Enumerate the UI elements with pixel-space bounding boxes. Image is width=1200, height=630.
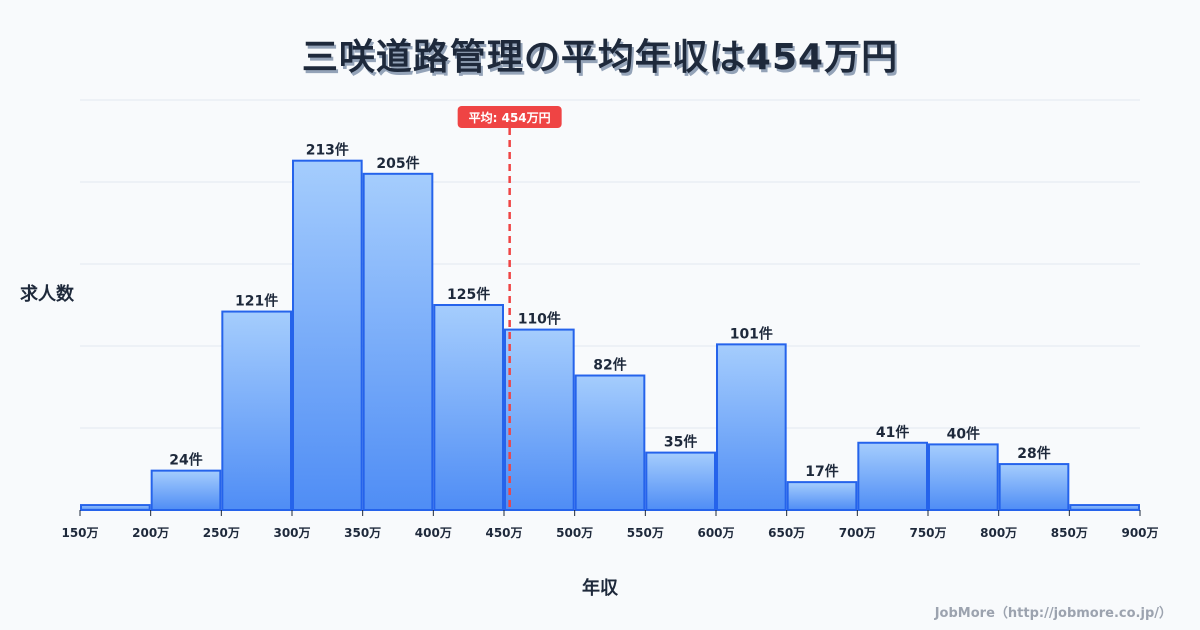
bar-value-label: 28件 (1017, 445, 1050, 462)
x-tick-label: 450万 (485, 526, 522, 540)
histogram-bar (716, 343, 787, 511)
x-tick-label: 750万 (909, 526, 946, 540)
y-axis-label: 求人数 (20, 284, 74, 305)
x-tick-label: 700万 (839, 526, 876, 540)
bar-value-label: 35件 (664, 434, 697, 451)
bar-value-label: 125件 (447, 286, 490, 303)
x-tick-label: 550万 (627, 526, 664, 540)
mean-badge-label: 平均: 454万円 (469, 110, 551, 125)
histogram-bar (504, 328, 575, 511)
histogram-bar (786, 481, 858, 511)
x-tick-label: 500万 (556, 526, 593, 540)
x-axis-label: 年収 (582, 578, 618, 599)
histogram-bar (221, 310, 292, 511)
histogram-bar (857, 441, 928, 512)
histogram-bar (928, 443, 999, 511)
x-tick-label: 250万 (203, 526, 240, 540)
x-tick-label: 800万 (980, 526, 1017, 540)
mean-marker: 平均: 454万円 (457, 106, 562, 510)
x-tick-label: 300万 (273, 526, 310, 540)
histogram-bar (80, 504, 151, 511)
x-tick-label: 150万 (61, 526, 98, 540)
bar-value-label: 205件 (376, 155, 419, 172)
bar-value-label: 82件 (593, 357, 626, 374)
x-tick-label: 650万 (768, 526, 805, 540)
bar-value-label: 40件 (947, 425, 980, 442)
x-axis-ticks: 150万 200万 250万 300万 350万 400万 450万 500万 550万 600万… (61, 510, 1159, 540)
histogram-bar (150, 469, 222, 512)
histogram-bar (433, 304, 505, 511)
histogram-bar (645, 451, 716, 512)
histogram-bar (998, 463, 1070, 511)
x-tick-label: 350万 (344, 526, 381, 540)
bar-value-label: 110件 (518, 311, 561, 328)
histogram-bar (574, 374, 646, 511)
bar-value-label: 121件 (235, 293, 278, 310)
x-tick-label: 200万 (132, 526, 169, 540)
mean-badge (457, 106, 562, 128)
histogram-bar (362, 172, 434, 512)
source-credit: JobMore（http://jobmore.co.jp/） (934, 606, 1172, 621)
bar-value-label: 213件 (306, 142, 349, 159)
x-tick-label: 900万 (1121, 526, 1158, 540)
histogram-bar (292, 159, 363, 511)
x-tick-label: 400万 (415, 526, 452, 540)
bars: 24件 121件 213件 205件 125件 110件 82件 35件 101件 17件 41件 4… (80, 142, 1141, 512)
x-tick-label: 850万 (1051, 526, 1088, 540)
page-title: 三咲道路管理の平均年収は454万円 (301, 37, 899, 78)
bar-value-label: 41件 (876, 424, 909, 441)
bar-value-label: 24件 (169, 452, 202, 469)
x-tick-label: 600万 (697, 526, 734, 540)
histogram-bar (1069, 504, 1141, 511)
bar-value-label: 101件 (730, 325, 773, 342)
bar-value-label: 17件 (805, 463, 838, 480)
